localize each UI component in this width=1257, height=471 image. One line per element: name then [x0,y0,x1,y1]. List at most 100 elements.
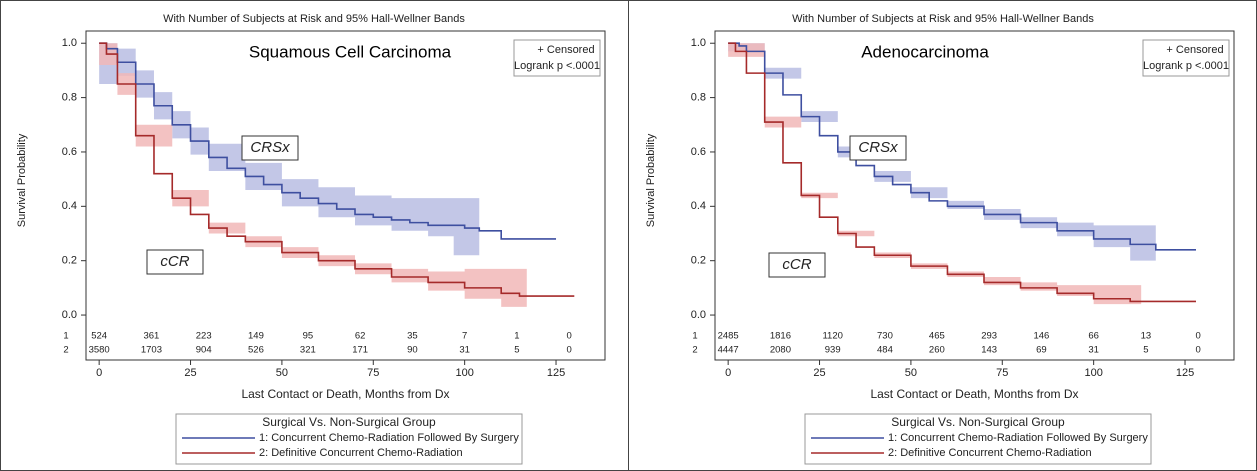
survival-curve [728,42,1196,303]
at-risk-count: 904 [196,345,212,356]
at-risk-count: 465 [929,331,945,342]
at-risk-count: 526 [248,345,264,356]
at-risk-count: 143 [981,345,997,356]
legend-title: Surgical Vs. Non-Surgical Group [891,415,1065,429]
risk-row-label: 2 [692,345,697,356]
at-risk-count: 146 [1033,331,1049,342]
panel: With Number of Subjects at Risk and 95% … [16,13,606,465]
at-risk-count: 361 [143,331,159,342]
x-tick-label: 75 [996,367,1008,379]
at-risk-count: 5 [514,345,519,356]
at-risk-count: 484 [877,345,893,356]
confidence-band [728,43,1142,313]
at-risk-count: 66 [1088,331,1099,342]
risk-row-label: 2 [63,345,68,356]
y-tick-label: 0.2 [691,255,706,267]
y-axis-label: Survival Probability [16,133,28,227]
y-tick-label: 0.2 [62,255,77,267]
at-risk-count: 939 [825,345,841,356]
at-risk-count: 293 [981,331,997,342]
at-risk-count: 3580 [89,345,110,356]
x-axis-label: Last Contact or Death, Months from Dx [870,387,1078,401]
risk-row-label: 1 [692,331,697,342]
at-risk-count: 90 [407,345,418,356]
legend-entry: 1: Concurrent Chemo-Radiation Followed B… [259,432,519,444]
y-tick-label: 0.0 [691,309,706,321]
legend-entry: 2: Definitive Concurrent Chemo-Radiation [888,447,1092,459]
y-tick-label: 0.4 [691,200,706,212]
y-tick-label: 1.0 [62,37,77,49]
chart-title: With Number of Subjects at Risk and 95% … [163,13,465,25]
legend-title: Surgical Vs. Non-Surgical Group [262,415,436,429]
at-risk-count: 321 [300,345,316,356]
y-tick-label: 0.4 [62,200,77,212]
y-tick-label: 0.8 [62,92,77,104]
subtitle: Adenocarcinoma [861,42,989,61]
y-tick-label: 0.8 [691,92,706,104]
x-tick-label: 0 [725,367,731,379]
at-risk-count: 524 [91,331,107,342]
survival-curve [99,42,557,240]
x-tick-label: 50 [905,367,917,379]
at-risk-count: 95 [303,331,314,342]
at-risk-count: 171 [352,345,368,356]
at-risk-count: 0 [1196,331,1201,342]
x-tick-label: 0 [96,367,102,379]
inset-box [513,39,601,77]
at-risk-count: 0 [1196,345,1201,356]
panel: With Number of Subjects at Risk and 95% … [645,13,1235,465]
legend-box [804,413,1152,465]
logrank: Logrank p <.0001 [1143,60,1229,72]
curve-label-box [849,135,907,161]
at-risk-count: 31 [459,345,470,356]
x-tick-label: 125 [547,367,565,379]
at-risk-count: 730 [877,331,893,342]
at-risk-count: 1703 [141,345,162,356]
at-risk-count: 1120 [822,331,842,342]
x-tick-label: 25 [184,367,196,379]
legend-entry: 1: Concurrent Chemo-Radiation Followed B… [888,432,1148,444]
at-risk-count: 223 [196,331,212,342]
legend-box [175,413,523,465]
at-risk-count: 5 [1143,345,1148,356]
plot-frame [85,30,606,361]
subtitle: Squamous Cell Carcinoma [249,42,452,61]
at-risk-count: 1816 [770,331,791,342]
y-tick-label: 0.6 [62,146,77,158]
x-tick-label: 100 [1084,367,1102,379]
x-tick-label: 125 [1176,367,1194,379]
at-risk-count: 1 [514,331,519,342]
at-risk-count: 7 [462,331,467,342]
at-risk-count: 69 [1036,345,1047,356]
at-risk-count: 2485 [718,331,739,342]
risk-row-label: 1 [63,331,68,342]
at-risk-count: 0 [567,331,572,342]
x-tick-label: 75 [367,367,379,379]
curve-label: cCR [782,256,811,273]
at-risk-count: 13 [1141,331,1152,342]
curve-label-box [768,252,826,278]
plot-frame [714,30,1235,361]
chart-title: With Number of Subjects at Risk and 95% … [792,13,1094,25]
survival-curve [728,42,1196,251]
at-risk-count: 31 [1088,345,1099,356]
at-risk-count: 35 [407,331,418,342]
at-risk-count: 260 [929,345,945,356]
x-tick-label: 25 [813,367,825,379]
curve-label: CRSx [858,139,898,156]
curve-label-box [241,135,299,161]
confidence-band [99,43,480,256]
x-tick-label: 100 [455,367,473,379]
y-tick-label: 0.0 [62,309,77,321]
inset-box [1142,39,1230,77]
survival-curve [99,42,575,297]
y-tick-label: 1.0 [691,37,706,49]
at-risk-count: 62 [355,331,366,342]
at-risk-count: 4447 [718,345,739,356]
x-tick-label: 50 [276,367,288,379]
x-axis-label: Last Contact or Death, Months from Dx [241,387,449,401]
curve-label: cCR [160,253,189,270]
y-tick-label: 0.6 [691,146,706,158]
curve-label: CRSx [250,139,290,156]
